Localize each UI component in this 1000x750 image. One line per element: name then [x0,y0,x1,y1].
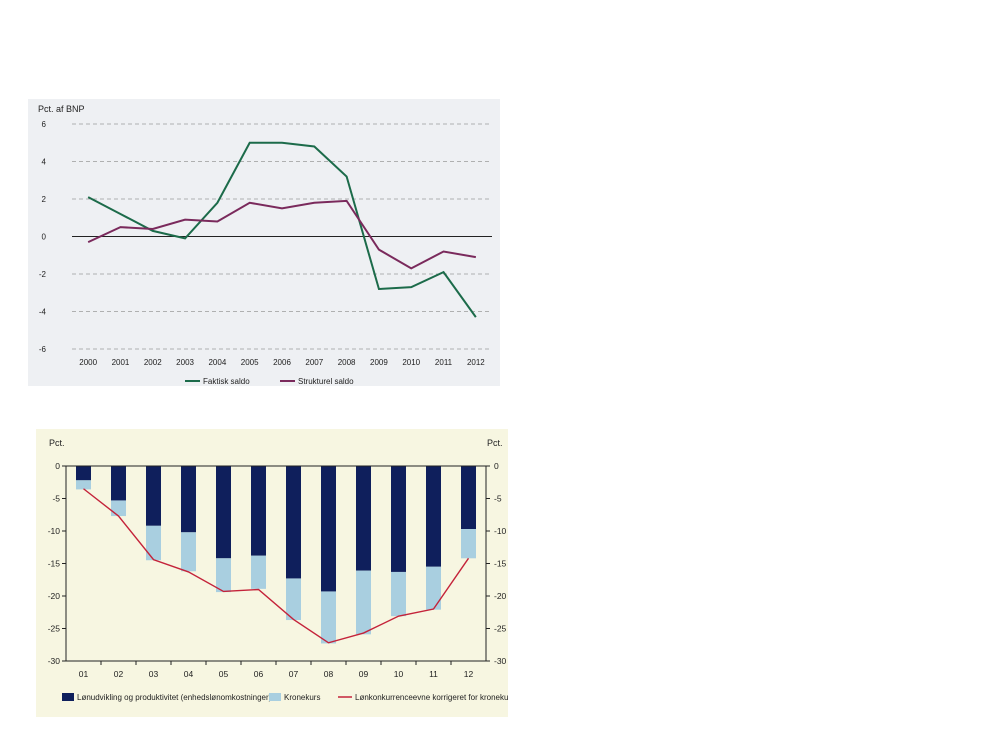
line-chart: Pct. af BNP 6 4 2 0 -2 -4 -6 2000 2001 2002 2003 2… [38,104,492,386]
bar-lonudvikling [321,466,336,592]
x-tick-label: 11 [429,669,438,679]
x-tick-label: 2011 [435,358,453,367]
bar-lonudvikling [251,466,266,556]
bar-kronekurs [251,555,266,589]
x-tick-label: 2009 [370,358,388,367]
bar-lonudvikling [356,466,371,571]
bar-chart: Pct. Pct. 0 0 -5 -5 -10 -10 -15 -15 -20 -20 -25 -25… [48,438,515,702]
x-tick-label: 2003 [176,358,194,367]
x-tick-label: 01 [79,669,89,679]
bar-lonudvikling [461,466,476,530]
y-tick-label-left: -5 [52,494,60,504]
x-tick-label: 2002 [144,358,162,367]
legend-label-kronekurs: Kronekurs [284,693,320,702]
y-tick-label-right: -10 [494,526,507,536]
x-tick-label: 10 [394,669,404,679]
y-axis-label-right: Pct. [487,438,503,448]
y-tick-label: -4 [39,308,47,317]
series-line-faktisk [87,141,477,318]
y-tick-label: 6 [42,120,47,129]
bar-kronekurs [426,566,441,610]
x-tick-label: 04 [184,669,194,679]
bar-kronekurs [321,591,336,644]
y-tick-label-right: -20 [494,591,507,601]
y-tick-label-left: 0 [55,461,60,471]
bar-kronekurs [461,529,476,559]
y-tick-label-left: -20 [48,591,61,601]
x-tick-label: 2001 [112,358,130,367]
bar-kronekurs [111,500,126,517]
x-tick-label: 2012 [467,358,485,367]
y-tick-label: 2 [42,195,47,204]
x-tick-label: 2007 [305,358,323,367]
y-tick-label-right: -15 [494,559,507,569]
x-tick-label: 12 [464,669,474,679]
legend-label-strukturel: Strukturel saldo [298,377,354,386]
y-tick-label-left: -25 [48,624,61,634]
y-tick-label-left: -10 [48,526,61,536]
x-tick-label: 07 [289,669,299,679]
y-tick-label-right: 0 [494,461,499,471]
bar-kronekurs [356,570,371,635]
x-tick-label: 2006 [273,358,291,367]
legend-label-faktisk: Faktisk saldo [203,377,250,386]
y-axis-label-left: Pct. [49,438,65,448]
legend-label-lonudvikling: Lønudvikling og produktivitet (enhedsløn… [77,693,272,702]
legend-swatch-kronekurs [269,693,281,701]
bar-kronekurs [286,578,301,621]
x-tick-label: 08 [324,669,334,679]
chart-panel-fiscal-balance: Pct. af BNP 6 4 2 0 -2 -4 -6 2000 2001 2002 2003 2… [28,99,500,386]
bar-lonudvikling [76,466,91,481]
legend-label-lonkonkurrence: Lønkonkurrenceevne korrigeret for kronek… [355,693,508,702]
series-line-strukturel [87,199,477,270]
bar-lonudvikling [391,466,406,572]
bar-lonudvikling [111,466,126,501]
chart-panel-wage-competitiveness: Pct. Pct. 0 0 -5 -5 -10 -10 -15 -15 -20 -20 -25 -25… [36,429,515,717]
bar-lonudvikling [181,466,196,533]
x-tick-label: 02 [114,669,124,679]
y-tick-label-left: -15 [48,559,61,569]
legend-swatch-lonudvikling [62,693,74,701]
bar-lonudvikling [426,466,441,567]
y-axis-label: Pct. af BNP [38,104,85,114]
bar-kronekurs [216,558,231,593]
y-tick-label: -2 [39,270,47,279]
x-tick-label: 03 [149,669,159,679]
bar-lonudvikling [146,466,161,526]
y-tick-label-right: -30 [494,656,507,666]
y-tick-label: 0 [42,233,47,242]
y-tick-label-right: -25 [494,624,507,634]
bar-kronekurs [181,532,196,572]
y-tick-label: 4 [42,158,47,167]
bar-lonudvikling [216,466,231,559]
x-tick-label: 06 [254,669,264,679]
series-line-lonkonkurrence [83,488,470,644]
x-tick-label: 2010 [402,358,420,367]
x-tick-label: 2000 [79,358,97,367]
bar-kronekurs [391,571,406,617]
bar-kronekurs [76,480,91,490]
x-tick-label: 2004 [208,358,226,367]
bar-lonudvikling [286,466,301,579]
x-tick-label: 2008 [338,358,356,367]
y-tick-label-right: -5 [494,494,502,504]
bar-kronekurs [146,525,161,561]
y-tick-label-left: -30 [48,656,61,666]
y-tick-label: -6 [39,345,47,354]
x-tick-label: 09 [359,669,369,679]
x-tick-label: 2005 [241,358,259,367]
x-tick-label: 05 [219,669,229,679]
